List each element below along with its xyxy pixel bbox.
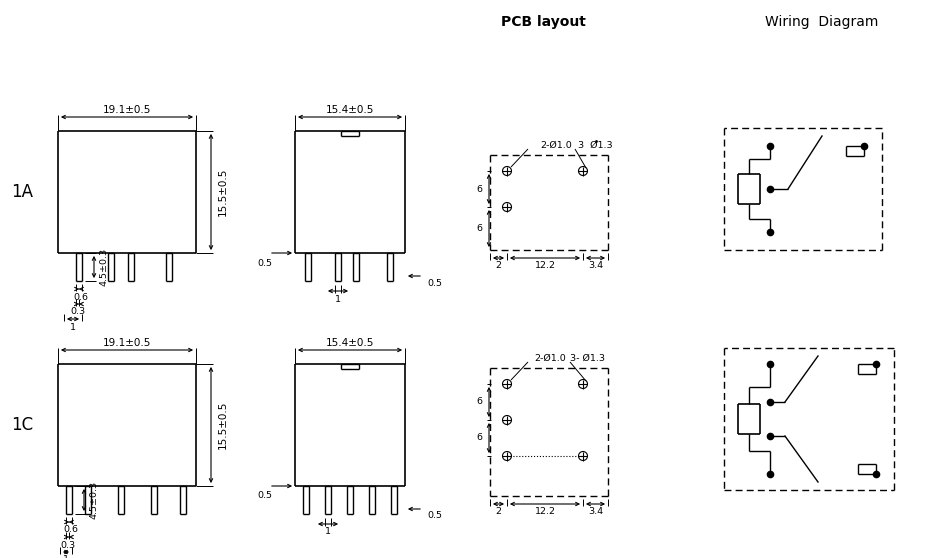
Text: 15.5±0.5: 15.5±0.5 <box>218 401 228 449</box>
Text: 0.3: 0.3 <box>60 541 76 550</box>
Text: 15.4±0.5: 15.4±0.5 <box>325 105 375 115</box>
Text: 6: 6 <box>476 224 482 233</box>
Text: 1C: 1C <box>11 416 33 434</box>
Text: PCB layout: PCB layout <box>501 15 586 29</box>
Text: 1: 1 <box>325 527 331 536</box>
Text: 1: 1 <box>335 295 341 304</box>
Text: 0.3: 0.3 <box>70 307 85 316</box>
Text: 1A: 1A <box>11 183 33 201</box>
Text: 0.5: 0.5 <box>427 278 442 287</box>
Text: 3- Ø1.3: 3- Ø1.3 <box>570 354 605 363</box>
Text: 4.5±0.3: 4.5±0.3 <box>99 248 108 286</box>
Text: 2: 2 <box>496 507 502 516</box>
Text: 1: 1 <box>63 556 69 558</box>
Text: 0.5: 0.5 <box>258 492 273 501</box>
Text: 3.4: 3.4 <box>588 507 603 516</box>
Text: 12.2: 12.2 <box>535 261 555 270</box>
Text: 0.6: 0.6 <box>64 526 79 535</box>
Text: 3  Ø1.3: 3 Ø1.3 <box>578 141 613 150</box>
Text: 12.2: 12.2 <box>535 507 555 516</box>
Text: 2-Ø1.0: 2-Ø1.0 <box>534 354 565 363</box>
Text: 15.4±0.5: 15.4±0.5 <box>325 338 375 348</box>
Text: 0.5: 0.5 <box>427 512 442 521</box>
Text: Wiring  Diagram: Wiring Diagram <box>766 15 879 29</box>
Text: 15.5±0.5: 15.5±0.5 <box>218 168 228 216</box>
Text: 6: 6 <box>476 397 482 406</box>
Text: 6: 6 <box>476 185 482 194</box>
Text: 3.4: 3.4 <box>588 261 603 270</box>
Text: 4.5±0.3: 4.5±0.3 <box>90 481 98 519</box>
Text: 1: 1 <box>70 323 76 331</box>
Text: 0.6: 0.6 <box>73 292 88 301</box>
Text: 19.1±0.5: 19.1±0.5 <box>103 338 151 348</box>
Text: 2-Ø1.0: 2-Ø1.0 <box>540 141 572 150</box>
Text: 2: 2 <box>496 261 502 270</box>
Text: 19.1±0.5: 19.1±0.5 <box>103 105 151 115</box>
Text: 6: 6 <box>476 434 482 442</box>
Text: 0.5: 0.5 <box>258 258 273 267</box>
